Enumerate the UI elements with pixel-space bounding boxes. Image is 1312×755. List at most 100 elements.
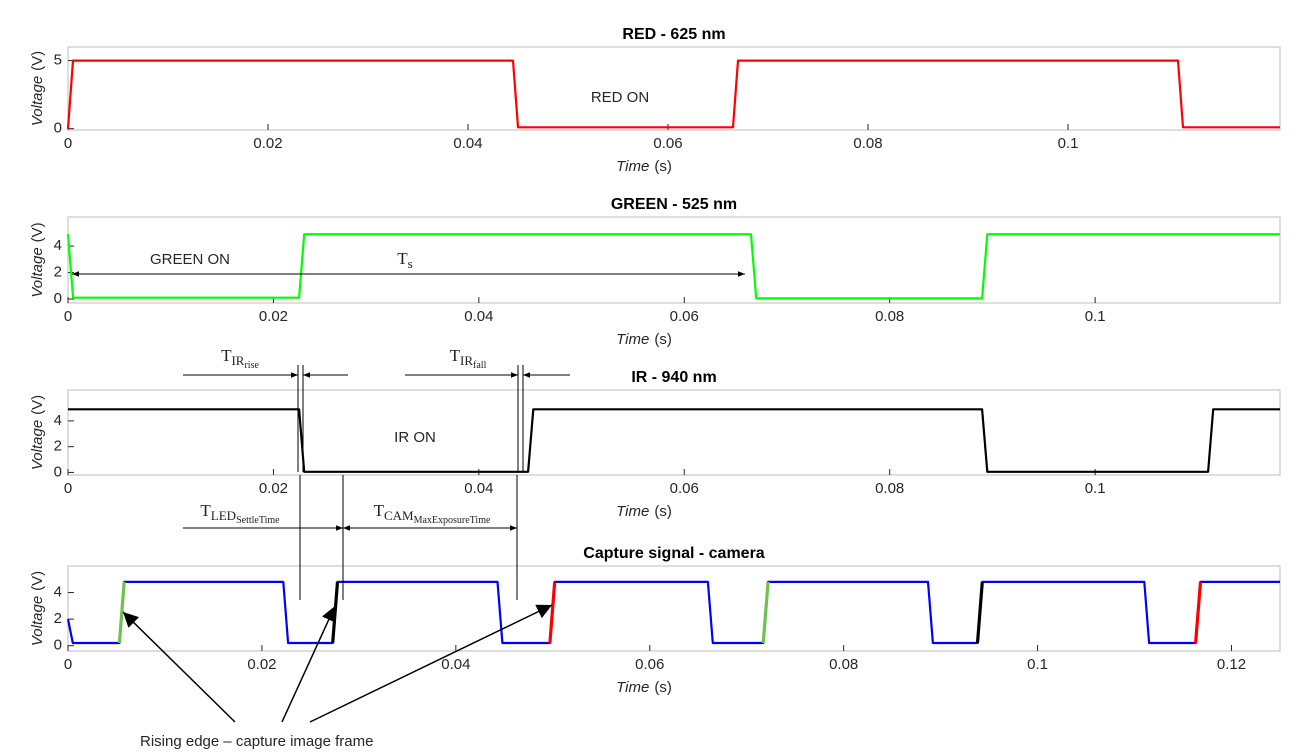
annotation: IR ON: [394, 429, 436, 446]
chart-title: Capture signal - camera: [583, 545, 765, 562]
plot-area: [67, 46, 1281, 131]
signal-line: [117, 581, 770, 644]
annotation-ir-fall-sub: IR: [460, 353, 473, 368]
annotation: RED ON: [591, 89, 649, 106]
x-tick-label: 0.06: [635, 656, 664, 673]
annotation-cam-exposure-sub: CAM: [384, 508, 414, 523]
y-tick-label: 2: [54, 610, 62, 627]
y-axis-label: Voltage (V): [29, 395, 46, 470]
y-label-unit: (V): [29, 222, 46, 242]
x-axis-label: Time (s): [616, 331, 672, 348]
annotation-ir-fall-main: T: [450, 346, 461, 365]
y-tick-label: 0: [54, 120, 62, 137]
y-axis-label: Voltage (V): [29, 571, 46, 646]
chart-title: GREEN - 525 nm: [611, 196, 737, 213]
x-tick-label: 0.06: [670, 480, 699, 497]
x-tick-label: 0.08: [875, 308, 904, 325]
annotation-cam-exposure: TCAMMaxExposureTime: [374, 501, 491, 526]
x-tick-label: 0.04: [441, 656, 470, 673]
x-tick-label: 0.02: [259, 480, 288, 497]
annotation-led-settle-main: T: [200, 501, 211, 520]
annotation-ir-fall-subsub: fall: [473, 360, 487, 371]
edge-arrow: [309, 604, 553, 723]
x-tick-label: 0: [64, 480, 72, 497]
y-tick-label: 2: [54, 264, 62, 281]
y-tick-label: 2: [54, 438, 62, 455]
x-axis-label: Time (s): [616, 503, 672, 520]
caption: Rising edge – capture image frame: [140, 733, 373, 750]
x-axis-label: Time (s): [616, 158, 672, 175]
x-tick-label: 0.12: [1217, 656, 1246, 673]
x-tick-label: 0.1: [1027, 656, 1048, 673]
y-label-name: Voltage: [29, 76, 46, 126]
annotation-cam-exposure-main: T: [374, 501, 385, 520]
annotation-led-settle-subsub: SettleTime: [236, 515, 280, 526]
x-tick-label: 0: [64, 656, 72, 673]
signal-line: [66, 580, 1280, 645]
signal-line: [68, 408, 1280, 473]
y-label-unit: (V): [29, 571, 46, 591]
annotation: GREEN ON: [150, 251, 230, 268]
y-label-name: Voltage: [29, 247, 46, 297]
x-tick-label: 0.1: [1085, 308, 1106, 325]
annotation-ir-fall: TIRfall: [450, 346, 487, 371]
x-tick-label: 0.1: [1058, 135, 1079, 152]
x-axis-label: Time (s): [616, 679, 672, 696]
y-label-unit: (V): [29, 395, 46, 415]
x-label-name: Time: [616, 158, 649, 175]
y-axis-label: Voltage (V): [29, 51, 46, 126]
plot-area: [67, 389, 1281, 476]
x-label-unit: (s): [654, 679, 672, 696]
y-tick-label: 0: [54, 290, 62, 307]
annotation-ir-rise-sub: IR: [231, 353, 244, 368]
signal-line: [66, 233, 1280, 300]
x-label-name: Time: [616, 679, 649, 696]
x-tick-label: 0.06: [670, 308, 699, 325]
x-tick-label: 0.08: [875, 480, 904, 497]
annotation-ir-rise-main: T: [221, 346, 232, 365]
x-tick-label: 0: [64, 308, 72, 325]
x-tick-label: 0.02: [253, 135, 282, 152]
y-label-name: Voltage: [29, 596, 46, 646]
x-tick-label: 0: [64, 135, 72, 152]
plot-area: [67, 216, 1281, 304]
chart-title: IR - 940 nm: [631, 369, 716, 386]
edge-arrow: [281, 605, 336, 723]
plot-area: [67, 565, 1281, 652]
chart-title: RED - 625 nm: [622, 26, 725, 43]
annotation-ir-rise-subsub: rise: [244, 360, 259, 371]
x-tick-label: 0.08: [829, 656, 858, 673]
y-tick-label: 4: [54, 584, 62, 601]
annotation-ir-rise: TIRrise: [221, 346, 259, 371]
annotation-led-settle-sub: LED: [211, 508, 236, 523]
signal-line: [66, 59, 1280, 129]
y-tick-label: 5: [54, 52, 62, 69]
x-tick-label: 0.04: [453, 135, 482, 152]
x-tick-label: 0.08: [853, 135, 882, 152]
annotation-ts: Ts: [397, 249, 412, 271]
annotation-cam-exposure-subsub: MaxExposureTime: [414, 515, 491, 526]
x-tick-label: 0.04: [464, 308, 493, 325]
y-label-name: Voltage: [29, 420, 46, 470]
y-tick-label: 4: [54, 237, 62, 254]
x-tick-label: 0.02: [247, 656, 276, 673]
x-label-name: Time: [616, 331, 649, 348]
x-label-unit: (s): [654, 158, 672, 175]
x-tick-label: 0.04: [464, 480, 493, 497]
annotation-ts-sub: s: [408, 256, 413, 271]
y-axis-label: Voltage (V): [29, 222, 46, 297]
y-tick-label: 0: [54, 463, 62, 480]
annotation-led-settle: TLEDSettleTime: [200, 501, 280, 526]
edge-arrow: [122, 611, 236, 723]
x-tick-label: 0.1: [1085, 480, 1106, 497]
x-label-name: Time: [616, 503, 649, 520]
x-label-unit: (s): [654, 331, 672, 348]
annotation-ts-main: T: [397, 249, 408, 268]
signal-line: [548, 581, 1203, 644]
y-label-unit: (V): [29, 51, 46, 71]
x-tick-label: 0.06: [653, 135, 682, 152]
y-tick-label: 4: [54, 412, 62, 429]
x-label-unit: (s): [654, 503, 672, 520]
